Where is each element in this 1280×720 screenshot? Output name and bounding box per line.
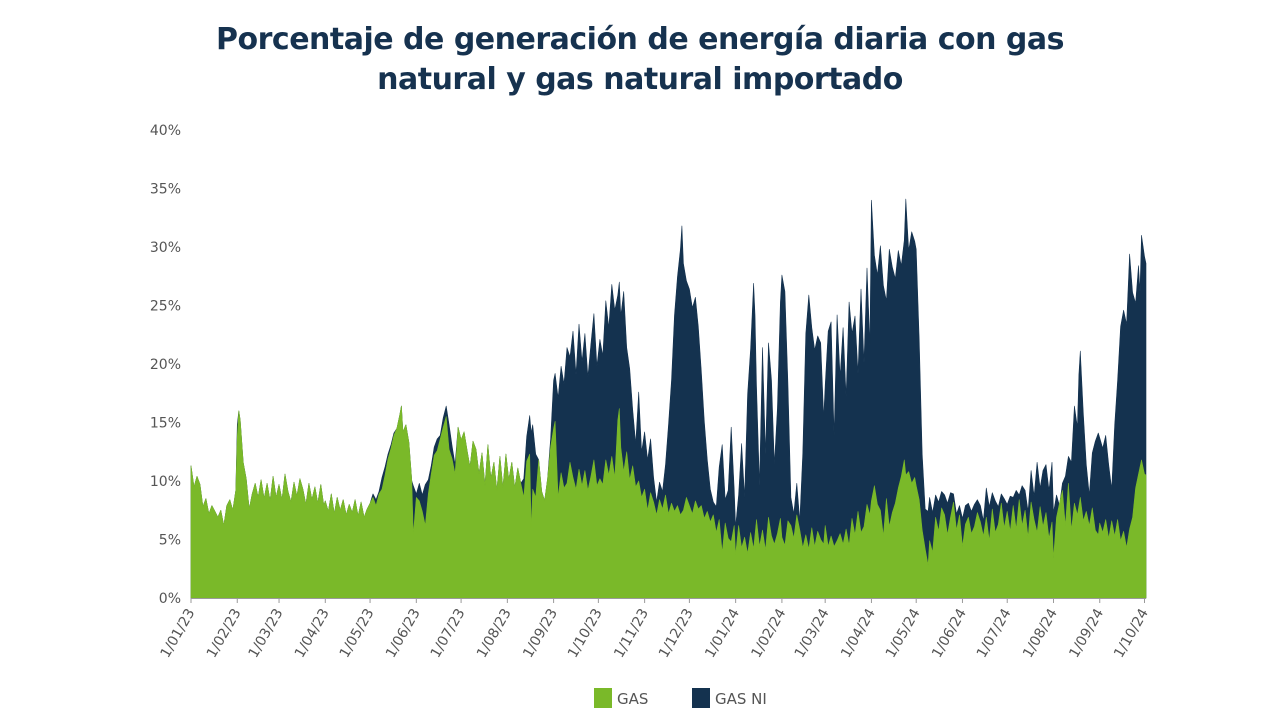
x-tick-label: 1/02/24 [749,606,790,661]
area-series-gas [190,405,1147,599]
x-tick-label: 1/01/24 [702,606,743,661]
x-tick-label: 1/06/23 [383,606,424,661]
x-tick-label: 1/09/23 [520,606,561,661]
x-tick-label: 1/01/23 [158,606,199,661]
x-tick-label: 1/07/23 [428,606,469,661]
legend-swatch-gas-ni [692,688,710,708]
y-tick-label: 25% [150,299,181,315]
x-tick-label: 1/03/24 [792,606,833,661]
y-tick-label: 15% [150,416,181,432]
chart-title: Porcentaje de generación de energía diar… [0,20,1280,100]
y-tick-label: 5% [159,533,181,549]
y-axis: 0% 5% 10% 15% 20% 25% 30% 35% 40% [150,123,181,607]
chart-title-line-2: natural y gas natural importado [377,62,903,97]
x-tick-label: 1/06/24 [929,606,970,661]
y-tick-label: 20% [150,357,181,373]
legend: GAS GAS NI [594,688,767,708]
y-tick-label: 40% [150,123,181,139]
x-tick-label: 1/12/23 [656,606,697,661]
legend-swatch-gas [594,688,612,708]
x-tick-label: 1/04/24 [838,606,879,661]
x-tick-label: 1/07/24 [974,606,1015,661]
y-tick-label: 0% [159,591,181,607]
y-tick-label: 30% [150,240,181,256]
x-tick-label: 1/04/23 [292,606,333,661]
legend-label-gas: GAS [617,690,648,708]
x-axis: 1/01/23 1/02/23 1/03/23 1/04/23 1/05/23 1/06/… [158,598,1152,661]
x-tick-label: 1/08/23 [474,606,515,661]
x-tick-label: 1/03/23 [246,606,287,661]
x-tick-label: 1/02/23 [204,606,245,661]
x-tick-label: 1/05/23 [337,606,378,661]
y-tick-label: 10% [150,474,181,490]
x-tick-label: 1/11/23 [611,606,652,661]
x-tick-label: 1/10/24 [1111,606,1152,661]
y-tick-label: 35% [150,182,181,198]
x-tick-label: 1/08/24 [1020,606,1061,661]
chart-title-line-1: Porcentaje de generación de energía diar… [216,22,1064,57]
x-tick-label: 1/09/24 [1066,606,1107,661]
x-tick-label: 1/05/24 [883,606,924,661]
x-tick-label: 1/10/23 [565,606,606,661]
legend-label-gas-ni: GAS NI [715,690,767,708]
plot-areas [190,198,1147,599]
